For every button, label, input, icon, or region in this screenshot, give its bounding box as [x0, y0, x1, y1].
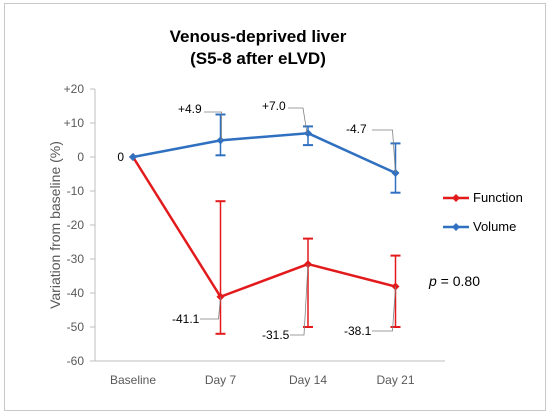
legend-volume-label: Volume — [473, 219, 516, 234]
y-axis-label: Variation from baseline (%) — [47, 141, 63, 309]
y-tick-label: 0 — [77, 150, 84, 164]
legend-function-label: Function — [473, 190, 523, 205]
data-label: -38.1 — [344, 324, 372, 338]
legend: Function Volume — [443, 190, 523, 234]
series-layer — [129, 113, 401, 335]
data-label: -4.7 — [346, 122, 367, 136]
data-label-leader — [200, 296, 221, 320]
data-label: -31.5 — [262, 328, 290, 342]
x-tick-label: Day 21 — [376, 373, 414, 387]
p-value-text: = 0.80 — [437, 273, 480, 289]
y-tick-label: -20 — [67, 218, 85, 232]
volume-point — [304, 129, 312, 138]
y-tick-label: -40 — [67, 286, 85, 300]
data-label-leader — [288, 107, 308, 134]
chart-title-line-2: (S5-8 after eLVD) — [190, 49, 326, 68]
chart-title-line-1: Venous-deprived liver — [170, 27, 347, 46]
data-label-leader — [204, 111, 222, 141]
volume-point — [216, 136, 225, 145]
volume-point — [129, 153, 137, 161]
axes: +20 +10 0 -10 -20 -30 -40 -50 -60 Baseline Day 7 Da… — [64, 82, 445, 387]
p-value-annotation: p = 0.80 — [428, 273, 480, 289]
y-tick-label: -50 — [67, 320, 85, 334]
y-tick-label: -10 — [67, 184, 85, 198]
y-tick-label: +10 — [64, 116, 85, 130]
data-label-leader — [290, 264, 309, 336]
data-label-leader — [372, 129, 396, 174]
data-label-leader — [372, 286, 396, 332]
series-volume — [129, 113, 401, 194]
data-label: 0 — [117, 150, 124, 164]
volume-line — [132, 131, 397, 175]
function-line — [131, 156, 396, 298]
data-label: +4.9 — [178, 102, 202, 116]
data-labels: 0 +4.9 +7.0 -4.7 -41.1 -31.5 -38.1 — [117, 99, 396, 342]
x-tick-label: Day 14 — [289, 373, 327, 387]
legend-volume-marker — [452, 223, 460, 231]
y-tick-label: -30 — [67, 252, 85, 266]
p-value-symbol: p — [428, 273, 437, 289]
data-label: +7.0 — [262, 99, 286, 113]
chart-frame — [4, 3, 546, 411]
x-tick-label: Day 7 — [205, 373, 237, 387]
legend-function-marker — [452, 194, 460, 202]
y-tick-label: +20 — [64, 82, 85, 96]
x-tick-label: Baseline — [110, 373, 156, 387]
series-function — [129, 153, 401, 335]
y-tick-label: -60 — [67, 354, 85, 368]
data-label: -41.1 — [172, 312, 200, 326]
